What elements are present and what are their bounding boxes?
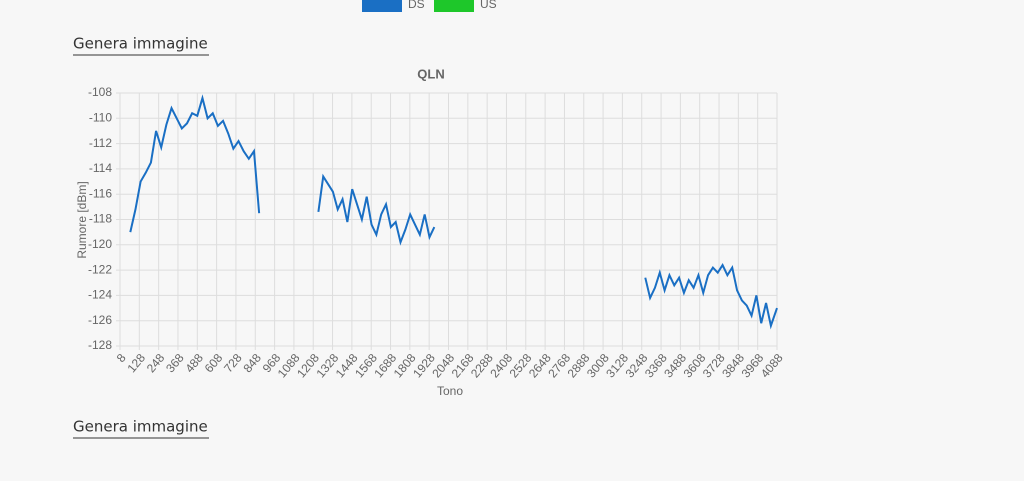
legend-label: US: [480, 0, 497, 11]
x-tick-label: 848: [240, 351, 264, 376]
legend-label: DS: [408, 0, 425, 11]
y-tick-label: -108: [88, 85, 112, 99]
x-tick-label: 128: [124, 351, 148, 376]
x-tick-label: 728: [221, 351, 245, 376]
chart-title: QLN: [417, 66, 444, 81]
x-tick-label: 4088: [758, 351, 786, 381]
generate-image-link[interactable]: Genera immagine: [73, 418, 208, 436]
x-axis-label: Tono: [437, 384, 463, 398]
y-tick-label: -124: [88, 288, 112, 302]
y-tick-label: -114: [89, 161, 112, 175]
y-tick-label: -116: [89, 186, 112, 200]
x-tick-label: 248: [144, 351, 168, 376]
legend-swatch: [362, 0, 402, 12]
x-tick-label: 608: [202, 351, 226, 376]
y-tick-label: -120: [88, 237, 112, 251]
y-tick-label: -128: [88, 338, 112, 352]
x-tick-label: 488: [182, 351, 206, 376]
y-axis-label: Rumore [dBm]: [75, 181, 89, 258]
y-tick-label: -126: [88, 313, 112, 327]
y-tick-label: -110: [89, 110, 112, 124]
y-tick-label: -122: [88, 262, 112, 276]
y-tick-label: -118: [89, 212, 112, 226]
legend-swatch: [434, 0, 474, 12]
data-line: [129, 94, 778, 330]
generate-image-link[interactable]: Genera immagine: [73, 35, 208, 53]
y-tick-label: -112: [89, 136, 112, 150]
x-tick-label: 368: [163, 351, 187, 376]
